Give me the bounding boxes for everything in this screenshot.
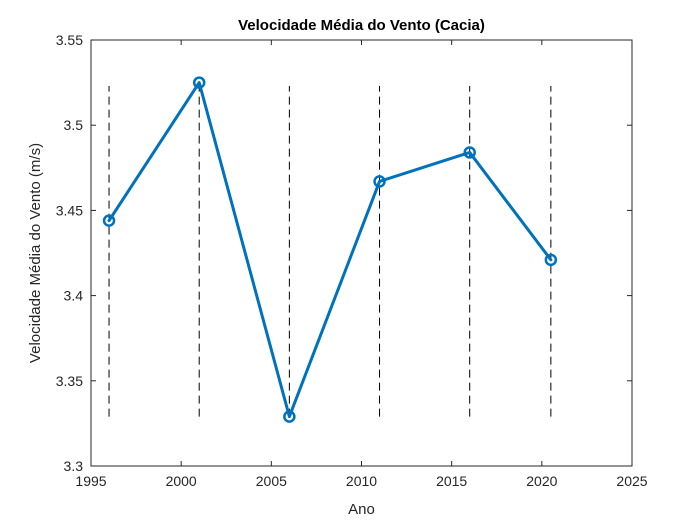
x-tick-label-3: 2010	[346, 473, 377, 489]
x-tick-label-5: 2020	[526, 473, 557, 489]
x-tick-label-1: 2000	[166, 473, 197, 489]
y-tick-label-0: 3.3	[64, 458, 84, 474]
series-line-0	[107, 81, 553, 419]
series-layer	[102, 76, 558, 423]
data-point-3	[373, 175, 386, 188]
x-tick-label-0: 1995	[75, 473, 106, 489]
y-tick-label-2: 3.4	[64, 288, 84, 304]
x-tick-label-2: 2005	[256, 473, 287, 489]
x-tick-label-4: 2015	[436, 473, 467, 489]
y-tick-label-3: 3.45	[56, 202, 83, 218]
data-point-4	[463, 146, 476, 159]
data-point-1	[192, 76, 206, 89]
data-point-2	[283, 410, 296, 423]
y-tick-label-4: 3.5	[64, 117, 84, 133]
x-axis-label: Ano	[348, 501, 375, 518]
ticks-layer: 1995 2000 2005 2010 2015 2020 2025 3.3 3.35 3.4 3.…	[56, 32, 648, 489]
x-tick-label-6: 2025	[616, 473, 647, 489]
chart-title: Velocidade Média do Vento (Cacia)	[238, 17, 485, 34]
data-point-0	[102, 214, 116, 227]
y-tick-label-1: 3.35	[56, 373, 83, 389]
y-tick-label-5: 3.55	[56, 32, 83, 48]
y-axis-label: Velocidade Média do Vento (m/s)	[27, 143, 44, 363]
data-point-5	[544, 253, 558, 267]
vertical-lines-layer	[108, 86, 552, 417]
